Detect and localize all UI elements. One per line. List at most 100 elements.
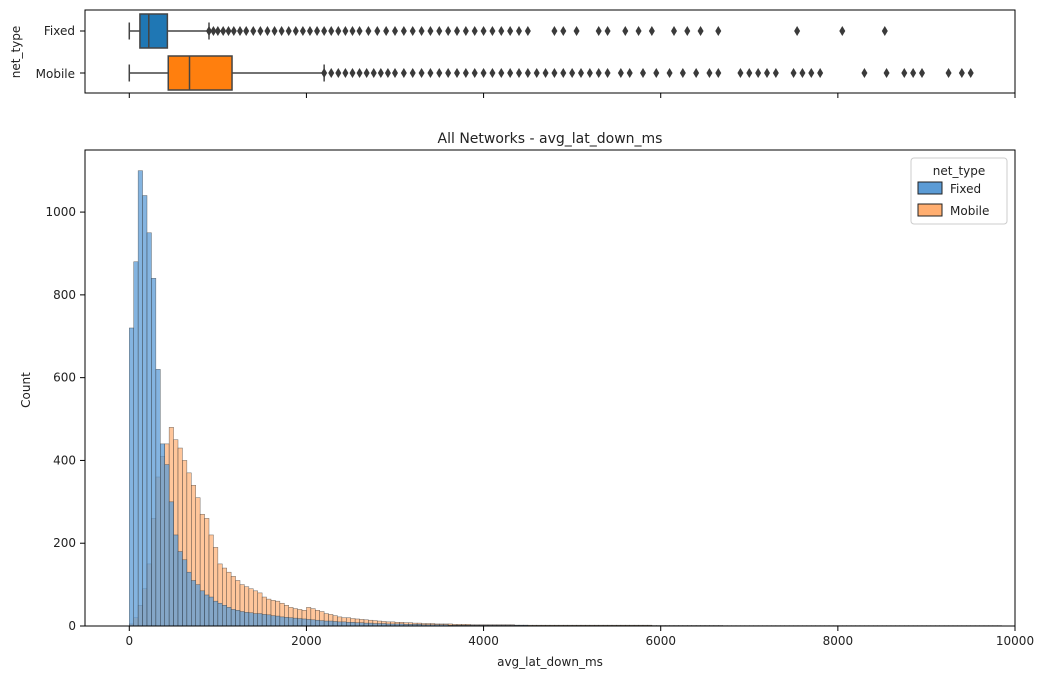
outlier-point-fixed: [342, 26, 349, 36]
outlier-point-fixed: [489, 26, 496, 36]
x-tick-label: 0: [125, 634, 133, 648]
histogram-bar-fixed: [275, 615, 281, 627]
outlier-point-mobile: [321, 68, 328, 78]
outlier-point-fixed: [635, 26, 642, 36]
legend-swatch-fixed: [917, 181, 943, 195]
histogram-bar-fixed: [297, 618, 303, 627]
outlier-point-mobile: [799, 68, 806, 78]
outlier-point-fixed: [243, 26, 250, 36]
outlier-point-mobile: [507, 68, 514, 78]
x-tick-label: 2000: [291, 634, 322, 648]
boxplot-panel: Fixed Mobile net_type: [9, 9, 1016, 98]
outlier-point-fixed: [383, 26, 390, 36]
histogram-bar-fixed: [186, 571, 192, 627]
outlier-point-fixed: [374, 26, 381, 36]
outlier-point-mobile: [653, 68, 660, 78]
histogram-bar-fixed: [301, 618, 307, 627]
outlier-point-mobile: [542, 68, 549, 78]
outlier-point-mobile: [551, 68, 558, 78]
legend-title: net_type: [933, 164, 986, 178]
outlier-point-mobile: [772, 68, 779, 78]
outlier-point-fixed: [436, 26, 443, 36]
histogram-bar-fixed: [332, 621, 338, 627]
histogram-bar-fixed: [133, 261, 139, 627]
histogram-bar-fixed: [213, 600, 219, 627]
histogram-bar-fixed: [315, 619, 320, 627]
outlier-point-fixed: [604, 26, 611, 36]
outlier-point-fixed: [264, 26, 271, 36]
outlier-point-mobile: [489, 68, 496, 78]
outlier-point-fixed: [237, 26, 243, 36]
outlier-point-fixed: [794, 26, 801, 36]
histogram-frame: [84, 149, 1016, 627]
outlier-point-mobile: [445, 68, 452, 78]
outlier-point-fixed: [671, 26, 677, 36]
outlier-point-fixed: [471, 26, 478, 36]
x-tick-label: 10000: [996, 634, 1034, 648]
outlier-point-fixed: [595, 26, 602, 36]
outlier-point-mobile: [335, 68, 342, 78]
outlier-point-fixed: [524, 26, 531, 36]
histogram-axes: 0 2000 4000 6000 8000 10000 0 200 400 600 800 1000: [45, 205, 1034, 648]
outlier-point-mobile: [715, 68, 722, 78]
outlier-point-fixed: [551, 26, 558, 36]
outlier-point-fixed: [684, 26, 691, 36]
y-tick-label: 200: [53, 536, 76, 550]
outlier-point-fixed: [622, 26, 629, 36]
outlier-point-fixed: [257, 26, 264, 36]
outlier-point-fixed: [285, 26, 292, 36]
outlier-point-fixed: [881, 26, 888, 36]
histogram-bar-fixed: [284, 617, 289, 627]
histogram-bar-fixed: [279, 616, 285, 627]
outlier-point-mobile: [666, 68, 673, 78]
outlier-point-mobile: [755, 68, 762, 78]
box-fixed: [139, 13, 169, 49]
histogram-bar-fixed: [323, 620, 329, 627]
x-tick-label: 4000: [468, 634, 499, 648]
outlier-point-mobile: [617, 68, 624, 78]
legend: net_type Fixed Mobile: [910, 157, 1008, 225]
histogram-bar-fixed: [337, 621, 343, 627]
outlier-point-fixed: [516, 26, 522, 36]
outlier-point-fixed: [573, 26, 580, 36]
outlier-point-mobile: [392, 68, 398, 78]
histogram-bar-fixed: [341, 621, 347, 627]
outlier-point-mobile: [560, 68, 567, 78]
outlier-point-fixed: [349, 26, 356, 36]
histogram-bar-fixed: [199, 590, 205, 627]
histogram-bar-fixed: [129, 327, 134, 627]
histogram-bar-fixed: [244, 612, 250, 627]
y-tick-label: 400: [53, 453, 76, 467]
y-axis-label: Count: [19, 372, 33, 408]
outlier-point-fixed: [306, 26, 313, 36]
x-axis-label: avg_lat_down_ms: [497, 655, 603, 669]
outlier-point-fixed: [392, 26, 398, 36]
box-category-fixed: Fixed: [44, 24, 75, 38]
outlier-point-fixed: [292, 26, 299, 36]
outlier-point-fixed: [230, 26, 237, 36]
outlier-point-mobile: [427, 68, 434, 78]
outlier-point-fixed: [278, 26, 285, 36]
outlier-point-mobile: [533, 68, 540, 78]
x-tick-label: 6000: [645, 634, 676, 648]
histogram-bar-fixed: [270, 615, 276, 627]
outlier-point-fixed: [356, 26, 363, 36]
histogram-bar-fixed: [182, 559, 188, 627]
histogram-bar-fixed: [142, 195, 148, 627]
outlier-point-fixed: [560, 26, 567, 36]
histogram-bar-fixed: [168, 501, 174, 627]
outlier-point-fixed: [271, 26, 278, 36]
outlier-point-fixed: [299, 26, 306, 36]
histogram-bar-fixed: [266, 614, 272, 627]
outlier-point-mobile: [640, 68, 646, 78]
histogram-bar-fixed: [160, 443, 165, 627]
outlier-point-mobile: [693, 68, 700, 78]
histogram-bar-fixed: [230, 609, 236, 627]
outlier-point-mobile: [356, 68, 363, 78]
outlier-point-mobile: [377, 68, 384, 78]
box-mobile: [167, 55, 233, 91]
chart-title: All Networks - avg_lat_down_ms: [438, 131, 663, 147]
outlier-point-fixed: [715, 26, 722, 36]
outlier-point-mobile: [462, 68, 469, 78]
